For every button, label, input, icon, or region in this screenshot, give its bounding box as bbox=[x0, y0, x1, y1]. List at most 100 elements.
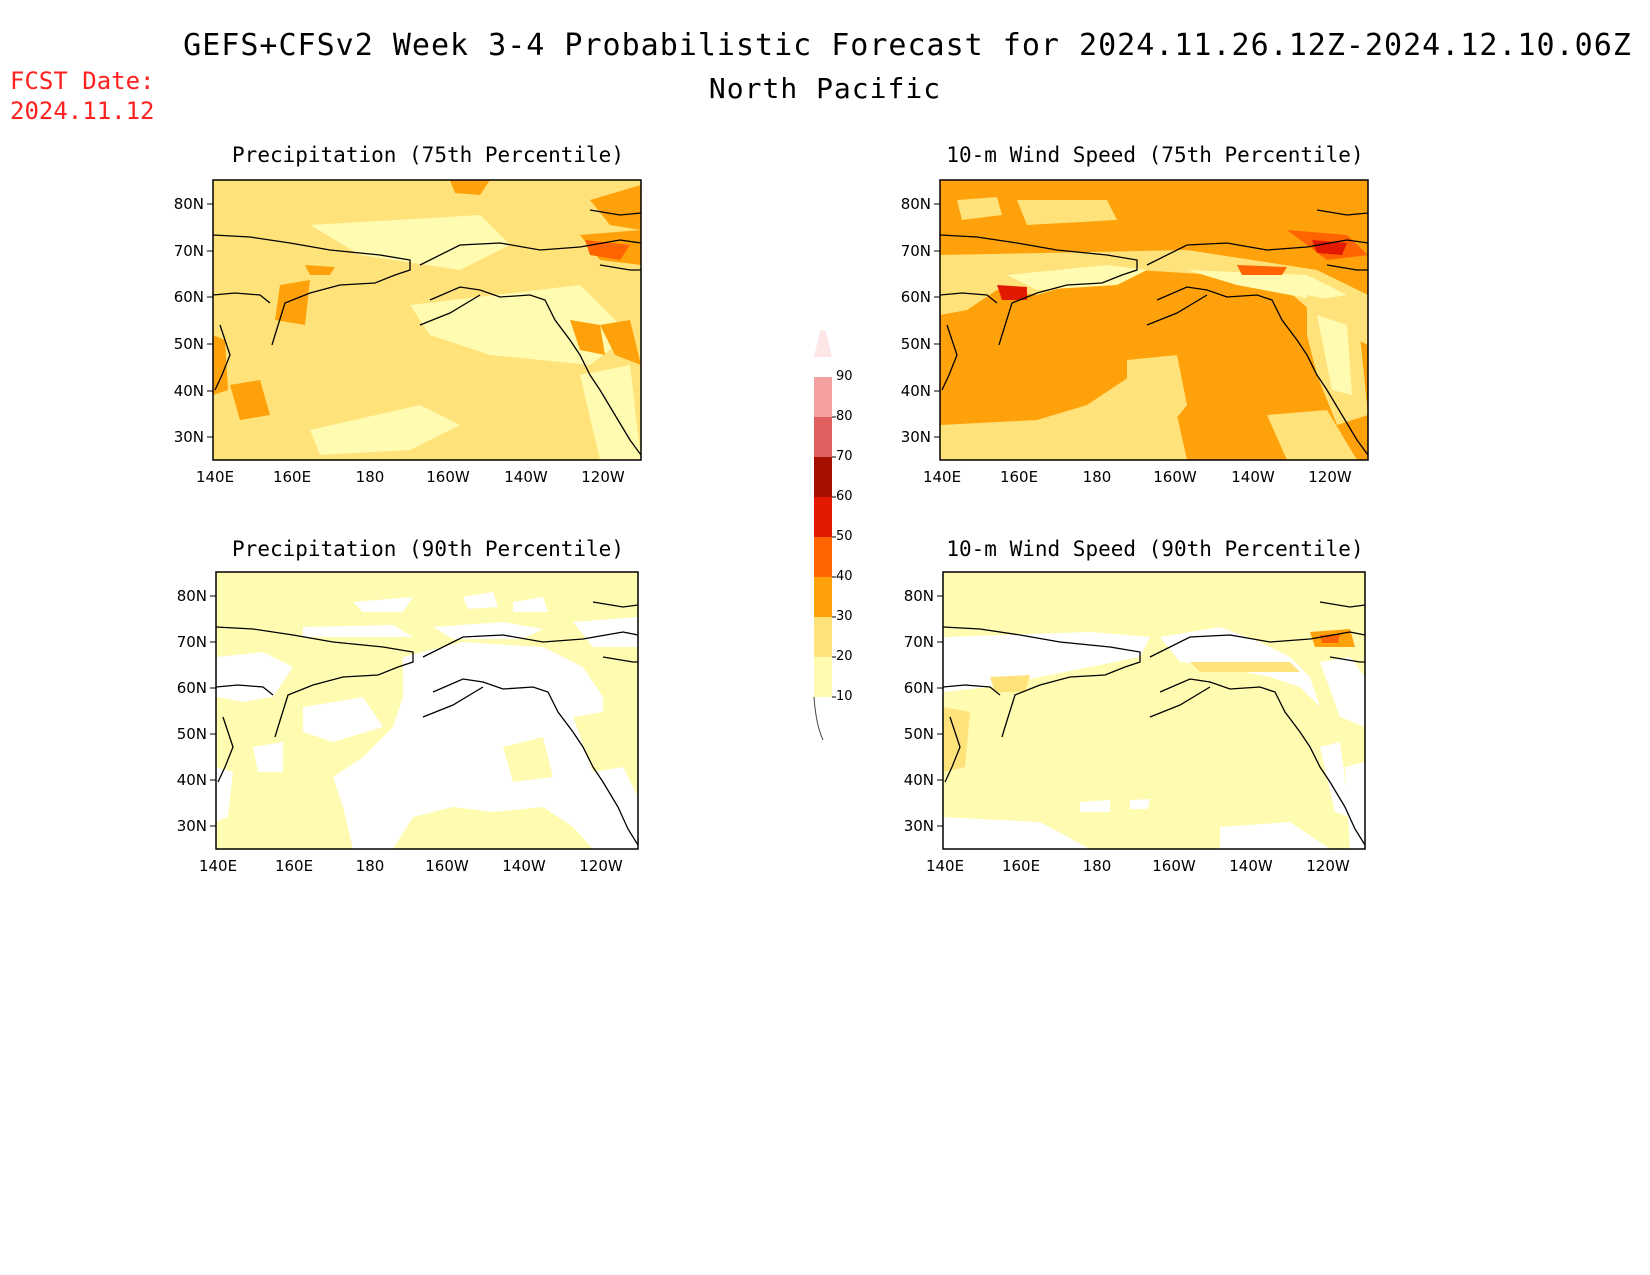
lat-tick-60n: 60N bbox=[174, 288, 204, 306]
lon-tick-180: 180 bbox=[356, 468, 385, 486]
colorbar-label-20: 20 bbox=[836, 649, 853, 664]
lon-tick-160w: 160W bbox=[1153, 468, 1197, 486]
lon-tick-120w: 120W bbox=[1306, 857, 1350, 875]
map-frame bbox=[212, 179, 642, 461]
colorbar-boxes bbox=[813, 330, 836, 741]
lon-tick-160w: 160W bbox=[426, 468, 470, 486]
lon-tick-120w: 120W bbox=[581, 468, 625, 486]
map-precip-75: 80N 70N 60N 50N 40N 30N 140E 160E 180 16… bbox=[174, 179, 642, 486]
coastlines bbox=[212, 209, 642, 456]
colorbar-label-10: 10 bbox=[836, 689, 853, 704]
forecast-date-block: FCST Date: 2024.11.12 bbox=[10, 66, 155, 126]
colorbar-label-30: 30 bbox=[836, 609, 853, 624]
lat-tick-70n: 70N bbox=[177, 633, 207, 651]
lon-tick-180: 180 bbox=[356, 857, 385, 875]
lon-tick-140e: 140E bbox=[923, 468, 961, 486]
lon-tick-140e: 140E bbox=[196, 468, 234, 486]
lat-tick-50n: 50N bbox=[901, 335, 931, 353]
fcst-date-value: 2024.11.12 bbox=[10, 97, 155, 125]
fcst-date-label: FCST Date: bbox=[10, 67, 155, 95]
coastlines bbox=[939, 209, 1369, 456]
lat-tick-80n: 80N bbox=[904, 587, 934, 605]
lon-tick-160w: 160W bbox=[1152, 857, 1196, 875]
lon-tick-160e: 160E bbox=[1000, 468, 1038, 486]
colorbar-label-70: 70 bbox=[836, 449, 853, 464]
map-frame bbox=[215, 571, 639, 850]
coastlines bbox=[942, 601, 1366, 846]
colorbar-box-60 bbox=[814, 457, 832, 497]
lat-tick-40n: 40N bbox=[904, 771, 934, 789]
colorbar-label-80: 80 bbox=[836, 409, 853, 424]
lat-tick-70n: 70N bbox=[904, 633, 934, 651]
lat-tick-50n: 50N bbox=[177, 725, 207, 743]
coastlines bbox=[215, 601, 639, 846]
lon-tick-120w: 120W bbox=[579, 857, 623, 875]
colorbar-box-70 bbox=[814, 417, 832, 457]
map-precip-90: 80N 70N 60N 50N 40N 30N 140E 160E 180 16… bbox=[177, 571, 639, 875]
lon-tick-140w: 140W bbox=[502, 857, 546, 875]
colorbar-box-30 bbox=[814, 577, 832, 617]
colorbar-label-60: 60 bbox=[836, 489, 853, 504]
colorbar-cap-bottom bbox=[813, 696, 824, 741]
lon-tick-160w: 160W bbox=[425, 857, 469, 875]
contour-fills bbox=[943, 627, 1365, 849]
lat-tick-50n: 50N bbox=[174, 335, 204, 353]
map-background bbox=[943, 572, 1365, 849]
colorbar-box-80 bbox=[814, 377, 832, 417]
map-title-wind-90: 10-m Wind Speed (90th Percentile) bbox=[946, 537, 1364, 561]
region-title: North Pacific bbox=[708, 72, 942, 105]
lat-tick-50n: 50N bbox=[904, 725, 934, 743]
lon-tick-140w: 140W bbox=[1231, 468, 1275, 486]
lat-axis: 80N 70N 60N 50N 40N 30N bbox=[174, 195, 213, 446]
map-frame bbox=[942, 571, 1366, 850]
colorbar-labels: 90 80 70 60 50 40 30 20 10 bbox=[836, 369, 853, 704]
lon-tick-180: 180 bbox=[1083, 468, 1112, 486]
map-title-precip-75: Precipitation (75th Percentile) bbox=[232, 143, 624, 167]
lat-tick-80n: 80N bbox=[174, 195, 204, 213]
lat-tick-60n: 60N bbox=[177, 679, 207, 697]
figure-title: GEFS+CFSv2 Week 3-4 Probabilistic Foreca… bbox=[183, 28, 1632, 63]
lat-tick-30n: 30N bbox=[901, 428, 931, 446]
lat-axis: 80N 70N 60N 50N 40N 30N bbox=[901, 195, 940, 446]
lat-tick-40n: 40N bbox=[174, 382, 204, 400]
map-wind-90: 80N 70N 60N 50N 40N 30N 140E 160E 180 16… bbox=[904, 571, 1366, 875]
contour-fills bbox=[940, 197, 1368, 460]
map-title-precip-90: Precipitation (90th Percentile) bbox=[232, 537, 624, 561]
colorbar-box-10 bbox=[814, 657, 832, 697]
contour-fills bbox=[213, 180, 641, 460]
lat-tick-60n: 60N bbox=[904, 679, 934, 697]
lon-axis: 140E 160E 180 160W 140W 120W bbox=[926, 857, 1350, 875]
lat-tick-30n: 30N bbox=[177, 817, 207, 835]
lat-tick-80n: 80N bbox=[177, 587, 207, 605]
map-frame bbox=[939, 179, 1369, 461]
lat-tick-60n: 60N bbox=[901, 288, 931, 306]
lon-tick-140e: 140E bbox=[199, 857, 237, 875]
colorbar-label-90: 90 bbox=[836, 369, 853, 384]
colorbar-box-40 bbox=[814, 537, 832, 577]
lat-tick-30n: 30N bbox=[174, 428, 204, 446]
lon-axis: 140E 160E 180 160W 140W 120W bbox=[199, 857, 623, 875]
colorbar-label-40: 40 bbox=[836, 569, 853, 584]
lon-tick-160e: 160E bbox=[1002, 857, 1040, 875]
lon-tick-120w: 120W bbox=[1308, 468, 1352, 486]
lon-tick-140w: 140W bbox=[1229, 857, 1273, 875]
lat-axis: 80N 70N 60N 50N 40N 30N bbox=[904, 587, 943, 835]
colorbar-label-50: 50 bbox=[836, 529, 853, 544]
colorbar-cap-top bbox=[814, 330, 832, 357]
lon-axis: 140E 160E 180 160W 140W 120W bbox=[923, 468, 1352, 486]
lon-tick-160e: 160E bbox=[273, 468, 311, 486]
lat-tick-70n: 70N bbox=[174, 242, 204, 260]
lat-tick-40n: 40N bbox=[177, 771, 207, 789]
lat-tick-30n: 30N bbox=[904, 817, 934, 835]
lon-tick-140e: 140E bbox=[926, 857, 964, 875]
lon-axis: 140E 160E 180 160W 140W 120W bbox=[196, 468, 625, 486]
map-wind-75: 80N 70N 60N 50N 40N 30N 140E 160E 180 16… bbox=[901, 179, 1369, 486]
colorbar-box-50 bbox=[814, 497, 832, 537]
contour-fills bbox=[216, 592, 638, 849]
lon-tick-140w: 140W bbox=[504, 468, 548, 486]
map-title-wind-75: 10-m Wind Speed (75th Percentile) bbox=[946, 143, 1364, 167]
colorbar: 90 80 70 60 50 40 30 20 10 bbox=[813, 330, 853, 741]
lat-axis: 80N 70N 60N 50N 40N 30N bbox=[177, 587, 216, 835]
lat-tick-70n: 70N bbox=[901, 242, 931, 260]
lat-tick-40n: 40N bbox=[901, 382, 931, 400]
